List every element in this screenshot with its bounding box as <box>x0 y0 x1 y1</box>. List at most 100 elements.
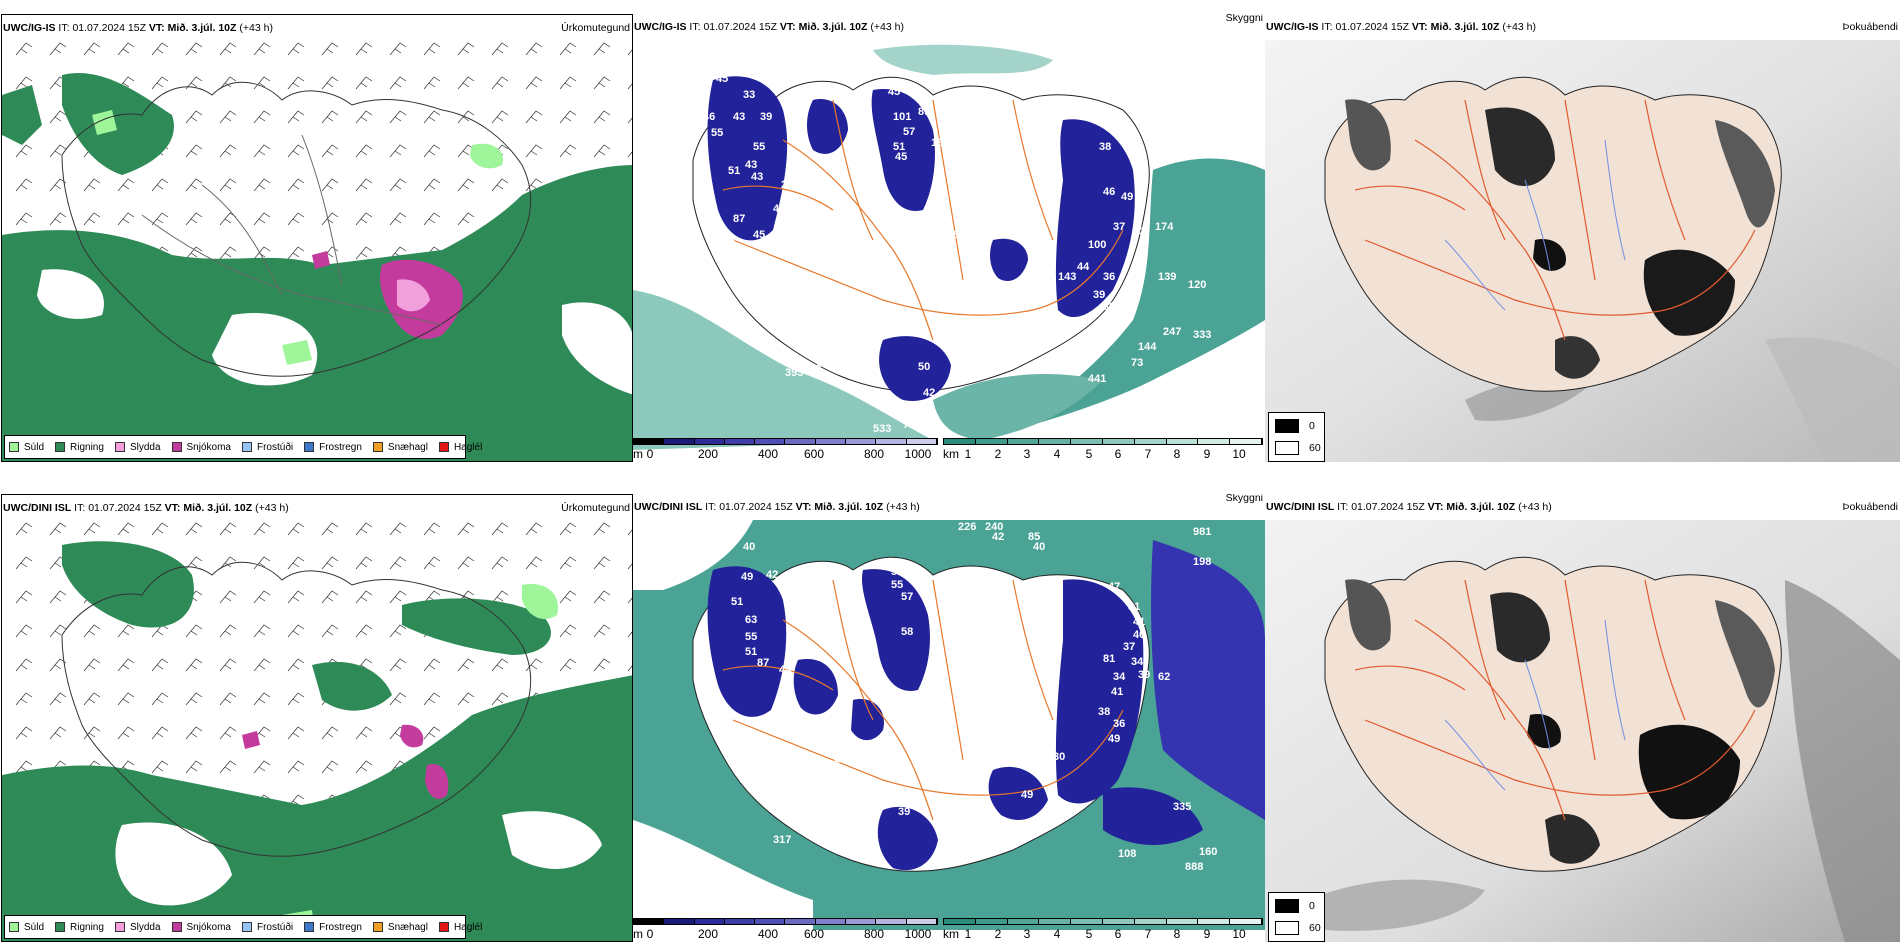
visibility-label: 38 <box>1098 706 1110 718</box>
wind-barb <box>15 522 33 536</box>
wind-barb <box>151 692 169 706</box>
visibility-label: 226 <box>958 521 976 533</box>
visibility-label: 43 <box>745 159 757 171</box>
wind-barb <box>525 144 543 158</box>
visibility-label: 87 <box>858 241 870 253</box>
fog-panel-row2: UWC/DINI ISL IT: 01.07.2024 15Z VT: Mið.… <box>1265 494 1900 942</box>
wind-barb <box>15 624 33 638</box>
visibility-label: 85 <box>1028 531 1040 543</box>
wind-barb <box>185 692 203 706</box>
rain-area <box>312 661 392 711</box>
fog-swatch-white <box>1275 921 1299 935</box>
visibility-label: 57 <box>901 591 913 603</box>
wind-barb <box>389 692 407 706</box>
wind-barb <box>321 726 339 740</box>
wind-barb <box>49 624 67 638</box>
wind-barb <box>559 42 577 56</box>
wind-barb <box>491 522 509 536</box>
colorbar-tick: 0 <box>646 927 654 941</box>
rain-area <box>402 598 551 655</box>
visibility-label: 247 <box>1163 326 1181 338</box>
wind-barb <box>321 144 339 158</box>
fog-dark-area <box>1533 239 1566 271</box>
sea-fog-area <box>1013 158 1265 430</box>
wind-barb <box>423 76 441 90</box>
fog-dark-area <box>1345 579 1391 651</box>
visibility-label: 120 <box>1188 279 1206 291</box>
wind-barb <box>185 76 203 90</box>
wind-barb <box>253 658 271 672</box>
visibility-label: 710 <box>903 419 921 431</box>
visibility-colorbar: km 1 2 3 4 5 6 7 8 9 10 <box>943 918 1263 941</box>
fog-dark-area <box>1545 814 1600 864</box>
wind-barb <box>593 624 611 638</box>
visibility-label: 43 <box>733 111 745 123</box>
panel-header: UWC/DINI ISL IT: 01.07.2024 15Z VT: Mið.… <box>1265 494 1900 520</box>
wind-barb <box>49 110 67 124</box>
visibility-label: 30 <box>1053 751 1065 763</box>
low-vis-area <box>1055 119 1135 318</box>
fog-map <box>1265 40 1900 462</box>
wind-barb <box>15 556 33 570</box>
visibility-label: 138 <box>988 661 1006 673</box>
visibility-label: 87 <box>757 657 769 669</box>
visibility-label: 100 <box>1088 239 1106 251</box>
wind-barb <box>423 42 441 56</box>
wind-barb <box>593 590 611 604</box>
visibility-label: 144 <box>1138 341 1157 353</box>
wind-barb <box>559 522 577 536</box>
rain-area <box>2 85 42 145</box>
visibility-label: 41 <box>1133 616 1145 628</box>
wind-barb <box>559 144 577 158</box>
visibility-label: 63 <box>695 97 707 109</box>
wind-barb <box>83 692 101 706</box>
visibility-label: 45 <box>1041 271 1053 283</box>
panel-title: Úrkomutegund <box>561 502 630 514</box>
legend-item: Haglél <box>438 442 482 453</box>
fog-swatch-black <box>1275 419 1299 433</box>
coastline <box>61 81 532 377</box>
visibility-label: 69 <box>730 58 742 70</box>
visibility-label: 20 <box>781 179 793 191</box>
wind-barb <box>457 556 475 570</box>
wind-barb <box>525 522 543 536</box>
visibility-label: 350 <box>803 363 821 375</box>
wind-barb <box>321 178 339 192</box>
visibility-label: 51 <box>1128 601 1140 613</box>
visibility-label: 45 <box>723 236 735 248</box>
wind-barb <box>49 590 67 604</box>
panel-header: UWC/IG-IS IT: 01.07.2024 15Z VT: Mið. 3.… <box>1265 14 1900 40</box>
wind-barb <box>423 658 441 672</box>
wind-barb <box>355 110 373 124</box>
visibility-label: 34 <box>1113 671 1126 683</box>
wind-barb <box>151 42 169 56</box>
wind-barb <box>253 178 271 192</box>
wind-barb <box>355 178 373 192</box>
fog-sea-band <box>1285 879 1485 931</box>
wind-barb <box>321 590 339 604</box>
wind-barb <box>389 178 407 192</box>
low-vis-area <box>1151 540 1265 820</box>
colorbar-tick: 1 <box>964 447 972 461</box>
wind-barb <box>15 726 33 740</box>
roads <box>1354 99 1756 341</box>
wind-barb <box>389 556 407 570</box>
wind-barb <box>253 556 271 570</box>
visibility-label: 441 <box>1088 373 1106 385</box>
wind-barb <box>219 178 237 192</box>
legend-item: Snjókoma <box>171 442 231 453</box>
visibility-label: 51 <box>745 646 757 658</box>
wind-barb <box>287 692 305 706</box>
wind-barb <box>253 212 271 226</box>
wind-barb <box>219 658 237 672</box>
low-vis-area <box>707 76 788 241</box>
legend-item: Súld <box>9 442 44 453</box>
visibility-label: 63 <box>745 614 757 626</box>
visibility-label: 57 <box>891 566 903 578</box>
wind-barb <box>117 42 135 56</box>
legend-item: Frostregn <box>304 922 362 933</box>
wind-barb <box>15 76 33 90</box>
visibility-label: 744 <box>1133 396 1152 408</box>
wind-barb <box>627 631 632 638</box>
